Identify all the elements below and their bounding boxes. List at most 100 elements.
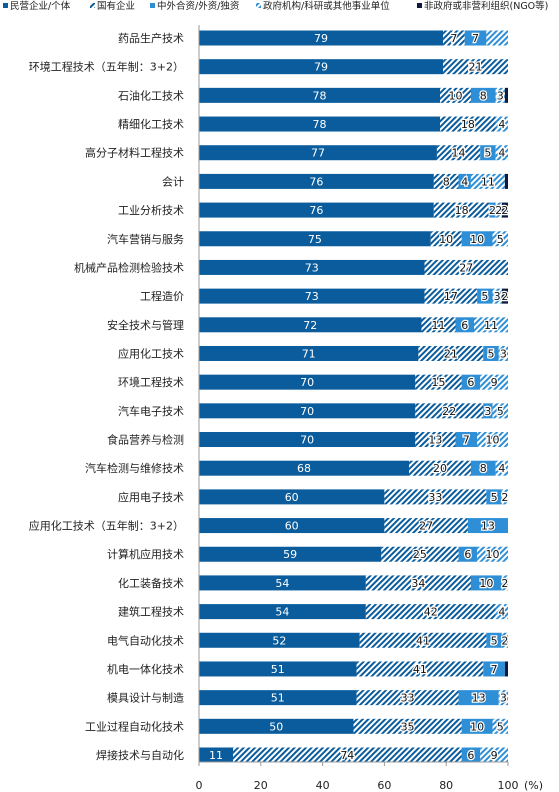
data-label: 10 bbox=[448, 89, 462, 102]
legend-label: 非政府或非营利组织(NGO等) bbox=[424, 0, 548, 12]
bar-segment bbox=[199, 288, 425, 304]
bar-segment bbox=[436, 145, 481, 161]
bar-segment bbox=[501, 288, 508, 304]
data-label: 74 bbox=[340, 749, 354, 762]
data-label: 17 bbox=[444, 290, 458, 303]
bar-row: 50 35 10 5 bbox=[199, 718, 508, 735]
data-label: 5 bbox=[497, 233, 504, 246]
data-label: 10 bbox=[470, 233, 484, 246]
bar-segment bbox=[498, 345, 508, 361]
data-label: 3 bbox=[500, 347, 507, 360]
data-label: 6 bbox=[461, 319, 468, 332]
data-label: 9 bbox=[491, 749, 498, 762]
bar-segment bbox=[483, 661, 505, 677]
data-label: 77 bbox=[311, 147, 325, 160]
bar-segment bbox=[359, 632, 487, 648]
bar-segment bbox=[415, 374, 462, 390]
data-label: 25 bbox=[413, 548, 427, 561]
bar-segment bbox=[492, 231, 508, 247]
category-label: 应用化工技术（五年制：3+2） bbox=[29, 519, 184, 533]
legend-swatch bbox=[150, 3, 155, 8]
bar-segment bbox=[199, 231, 431, 247]
data-label: 21 bbox=[469, 61, 483, 74]
data-label: 54 bbox=[275, 577, 289, 590]
category-label: 石油化工技术 bbox=[118, 88, 184, 102]
data-label: 9 bbox=[491, 376, 498, 389]
data-label: 51 bbox=[271, 692, 285, 705]
bar-segment bbox=[495, 116, 508, 132]
data-label: 33 bbox=[401, 692, 415, 705]
bar-row: 76 18 2 2 2 bbox=[199, 202, 510, 218]
bar-segment bbox=[199, 460, 410, 476]
data-label: 70 bbox=[300, 405, 314, 418]
bar-segment bbox=[433, 202, 490, 218]
data-label: 5 bbox=[481, 290, 488, 303]
legend-swatch bbox=[3, 3, 8, 8]
category-label: 环境工程技术 bbox=[118, 375, 184, 389]
x-tick-label: 0 bbox=[196, 779, 203, 792]
bar-segment bbox=[199, 345, 419, 361]
legend-item: 国有企业 bbox=[90, 0, 135, 12]
data-label: 22 bbox=[442, 405, 456, 418]
data-label: 71 bbox=[302, 347, 316, 360]
bar-segment bbox=[501, 489, 508, 505]
bar-segment bbox=[199, 173, 434, 189]
bar-segment bbox=[477, 546, 508, 562]
data-label: 4 bbox=[498, 606, 505, 619]
bar-segment bbox=[501, 575, 508, 591]
bar-segment bbox=[467, 518, 508, 534]
bar-segment bbox=[440, 87, 471, 103]
bar-row: 54 42 4 bbox=[199, 604, 508, 620]
bar-segment bbox=[470, 460, 496, 476]
bar-segment bbox=[199, 489, 385, 505]
bar-row: 59 25 6 10 bbox=[199, 546, 508, 562]
bar-row: 60 33 5 2 bbox=[199, 489, 510, 505]
bar-segment bbox=[199, 403, 416, 419]
bar-row: 70 13 7 10 bbox=[199, 432, 508, 448]
data-label: 11 bbox=[431, 319, 445, 332]
bar-segment bbox=[199, 661, 357, 677]
bar-segment bbox=[486, 489, 502, 505]
bar-segment bbox=[443, 30, 465, 46]
data-label: 72 bbox=[303, 319, 317, 332]
category-label: 会计 bbox=[162, 175, 184, 188]
bar-segment bbox=[199, 374, 416, 390]
data-label: 18 bbox=[455, 204, 469, 217]
data-label: 70 bbox=[300, 376, 314, 389]
bar-segment bbox=[474, 317, 508, 333]
bar-row: 78 10 8 3 bbox=[199, 87, 508, 104]
bar-segment bbox=[443, 59, 508, 75]
data-label: 68 bbox=[297, 462, 311, 475]
x-tick-label: 100 bbox=[498, 779, 519, 792]
data-label: 73 bbox=[305, 290, 319, 303]
data-label: 14 bbox=[452, 147, 466, 160]
data-label: 54 bbox=[275, 606, 289, 619]
data-label: 27 bbox=[459, 261, 473, 274]
data-label: 79 bbox=[314, 32, 328, 45]
data-label: 13 bbox=[481, 520, 495, 533]
bar-row: 71 21 5 3 bbox=[199, 345, 508, 362]
data-label: 42 bbox=[424, 606, 438, 619]
category-label: 药品生产技术 bbox=[118, 31, 184, 45]
data-label: 11 bbox=[484, 319, 498, 332]
data-label: 6 bbox=[467, 749, 474, 762]
data-label: 2 bbox=[501, 204, 508, 217]
bar-segment bbox=[461, 718, 493, 734]
bar-segment bbox=[199, 690, 357, 706]
bar-segment bbox=[384, 518, 468, 534]
bar-row: 70 22 3 5 bbox=[199, 403, 508, 419]
bar-segment bbox=[365, 604, 496, 620]
bar-segment bbox=[353, 718, 462, 734]
bar-segment bbox=[470, 173, 505, 189]
bar-segment bbox=[199, 546, 382, 562]
bar-row: 73 17 5 3 2 bbox=[199, 288, 510, 304]
bar-segment bbox=[461, 231, 493, 247]
bar-segment bbox=[480, 374, 508, 390]
category-label: 工程造价 bbox=[140, 289, 184, 303]
bar-segment bbox=[199, 30, 444, 46]
data-label: 4 bbox=[498, 118, 505, 131]
bar-segment bbox=[232, 747, 462, 763]
category-label: 环境工程技术（五年制：3+2） bbox=[29, 60, 184, 74]
